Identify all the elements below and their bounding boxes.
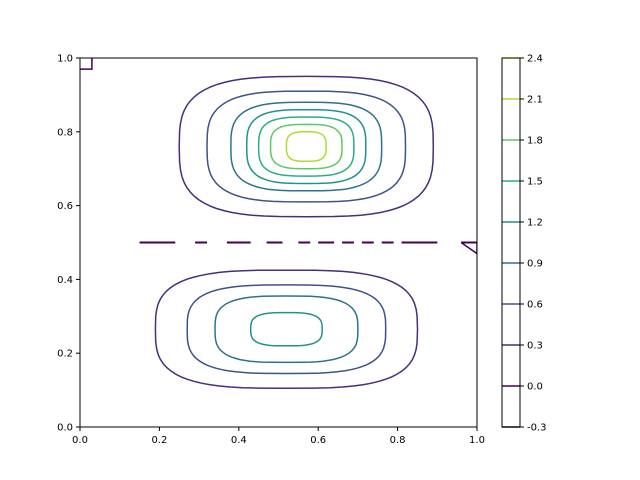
upper-contour-1.5 <box>257 116 355 177</box>
plot-area <box>80 58 477 390</box>
lower-contour-0.9 <box>214 295 359 364</box>
y-tick-label: 0.2 <box>57 349 73 360</box>
colorbar: -0.3 0.0 0.3 0.6 0.9 1.2 1.5 1.8 2.1 2.4 <box>501 54 547 434</box>
y-tick-label: 0.8 <box>57 127 73 138</box>
upper-contour-1.2 <box>245 108 367 185</box>
lower-contour-0.3 <box>154 269 419 390</box>
zero-contour-corner <box>80 58 93 70</box>
upper-contour-0.3 <box>178 75 435 218</box>
colorbar-tick-label: 1.2 <box>527 218 543 229</box>
upper-contour-0.9 <box>230 101 383 192</box>
colorbar-frame <box>501 57 521 428</box>
colorbar-tick-label: 1.5 <box>527 177 543 188</box>
x-tick-label: 0.4 <box>231 435 247 446</box>
x-tick-label: 0.6 <box>310 435 326 446</box>
colorbar-tick-label: 0.0 <box>527 382 543 393</box>
plot-frame <box>79 57 478 428</box>
colorbar-tick-label: 2.4 <box>527 54 543 65</box>
upper-contour-0.6 <box>206 90 407 203</box>
colorbar-tick-label: 1.8 <box>527 136 543 147</box>
y-tick-label: 0.4 <box>57 275 73 286</box>
colorbar-tick-label: 2.1 <box>527 95 543 106</box>
upper-contour-2.1 <box>285 131 327 163</box>
y-tick-label: 0.6 <box>57 201 73 212</box>
lower-contour-1.2 <box>249 311 323 347</box>
lower-contour-0.6 <box>186 284 387 375</box>
x-axis: 0.0 0.2 0.4 0.6 0.8 1.0 <box>72 427 485 446</box>
colorbar-tick-label: 0.3 <box>527 341 543 352</box>
zero-contour-edge <box>460 241 477 255</box>
colorbar-tick-label: 0.6 <box>527 300 543 311</box>
y-axis: 0.0 0.2 0.4 0.6 0.8 1.0 <box>57 54 80 434</box>
x-tick-label: 0.2 <box>151 435 167 446</box>
y-tick-label: 0.0 <box>57 423 73 434</box>
colorbar-tick-label: -0.3 <box>527 423 547 434</box>
y-tick-label: 1.0 <box>57 54 73 65</box>
x-tick-label: 0.0 <box>72 435 88 446</box>
x-tick-label: 0.8 <box>390 435 406 446</box>
upper-contour-1.8 <box>269 123 343 170</box>
x-tick-label: 1.0 <box>469 435 485 446</box>
colorbar-tick-label: 0.9 <box>527 259 543 270</box>
